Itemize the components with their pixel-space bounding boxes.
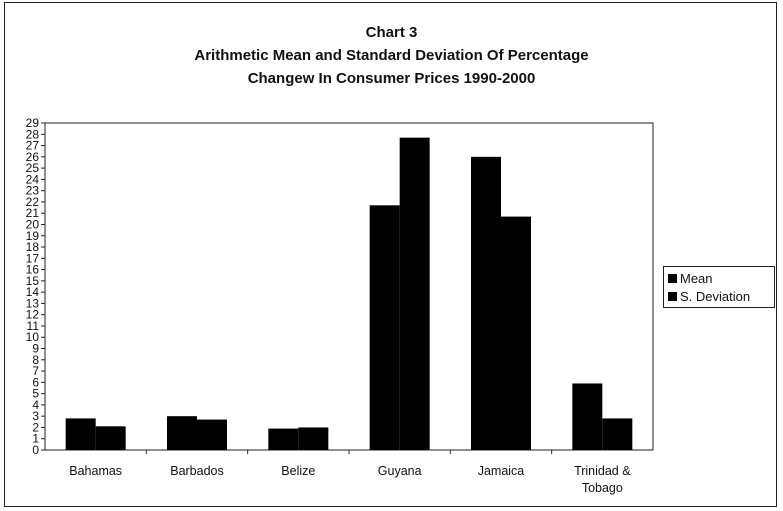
y-tick-label: 2 (32, 420, 39, 434)
y-tick-label: 6 (32, 375, 39, 389)
x-tick-label: Trinidad & (574, 464, 631, 478)
legend-label-s-deviation: S. Deviation (680, 288, 751, 304)
y-tick-label: 9 (32, 342, 39, 356)
y-tick-label: 20 (26, 217, 40, 231)
y-tick-label: 24 (26, 172, 40, 186)
x-tick-label: Bahamas (69, 464, 122, 478)
y-tick-label: 25 (26, 161, 40, 175)
bar-mean (369, 205, 400, 450)
y-tick-label: 4 (32, 398, 39, 412)
x-tick-label: Tobago (582, 481, 623, 495)
legend: Mean S. Deviation (663, 266, 775, 308)
y-tick-label: 16 (26, 263, 40, 277)
bar-s-deviation (197, 419, 227, 450)
y-tick-label: 12 (26, 308, 40, 322)
bar-mean (572, 383, 603, 450)
y-tick-label: 17 (26, 251, 40, 265)
y-tick-label: 23 (26, 184, 40, 198)
y-tick-label: 21 (26, 206, 40, 220)
y-tick-label: 26 (26, 150, 40, 164)
bar-mean (268, 428, 299, 450)
chart-title-line-2: Arithmetic Mean and Standard Deviation O… (194, 47, 589, 64)
bar-s-deviation (95, 426, 126, 450)
legend-label-mean: Mean (680, 270, 713, 286)
y-tick-label: 1 (32, 432, 39, 446)
bar-s-deviation (602, 418, 633, 450)
y-tick-label: 29 (26, 116, 40, 130)
x-tick-label: Jamaica (478, 464, 525, 478)
chart-title: Chart 3 (365, 24, 418, 41)
y-tick-label: 0 (32, 443, 39, 457)
legend-item-mean: Mean (668, 269, 774, 287)
y-tick-label: 10 (26, 330, 40, 344)
bar-mean (167, 416, 197, 450)
x-tick-label: Belize (281, 464, 315, 478)
y-tick-label: 28 (26, 127, 40, 141)
bar-s-deviation (298, 427, 329, 450)
x-tick-label: Barbados (170, 464, 224, 478)
y-tick-label: 11 (27, 319, 40, 333)
y-tick-label: 19 (26, 229, 40, 243)
y-tick-label: 5 (32, 387, 39, 401)
y-tick-label: 27 (26, 139, 40, 153)
y-tick-label: 7 (32, 364, 39, 378)
y-tick-label: 13 (26, 296, 40, 310)
bar-s-deviation (501, 216, 531, 450)
legend-swatch-mean (668, 273, 677, 283)
plot-area (44, 122, 654, 451)
y-tick-label: 3 (32, 409, 39, 423)
y-tick-label: 15 (26, 274, 40, 288)
y-tick-label: 8 (32, 353, 39, 367)
x-tick-label: Guyana (378, 464, 422, 478)
chart-title-line-3: Changew In Consumer Prices 1990-2000 (247, 70, 536, 87)
bar-mean (471, 156, 501, 451)
legend-item-s-deviation: S. Deviation (668, 287, 774, 305)
y-tick-label: 18 (26, 240, 40, 254)
y-tick-label: 22 (26, 195, 40, 209)
bar-mean (65, 418, 96, 450)
y-tick-label: 14 (26, 285, 40, 299)
legend-swatch-s-deviation (668, 291, 677, 301)
bar-s-deviation (399, 137, 430, 450)
